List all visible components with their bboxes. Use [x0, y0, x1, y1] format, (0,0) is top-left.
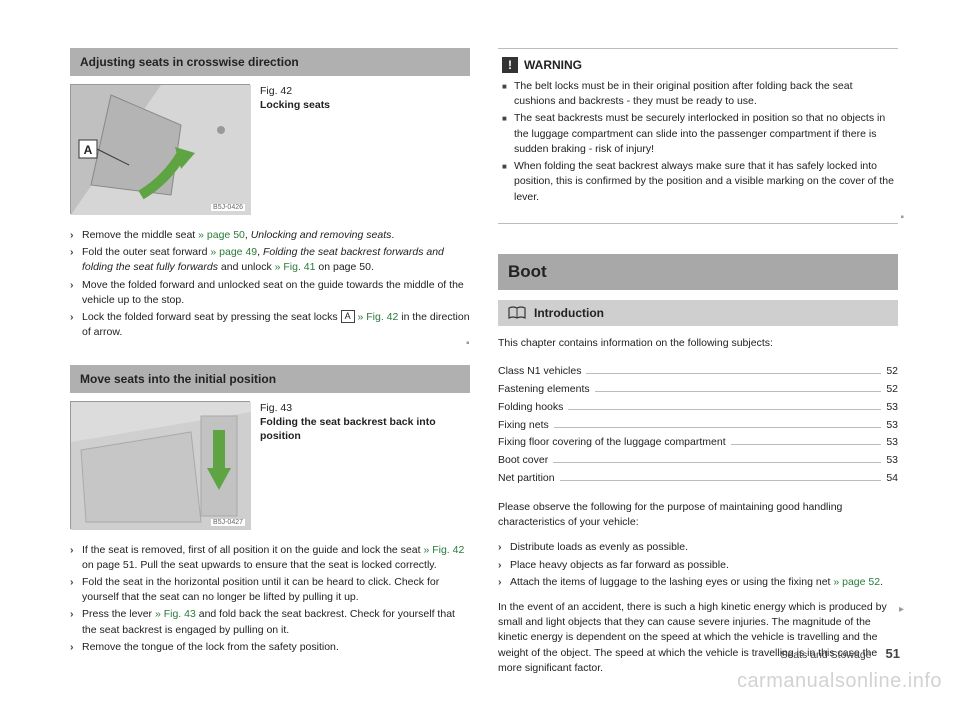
toc-row: Fixing floor covering of the luggage com… — [498, 434, 898, 452]
toc-row: Folding hooks53 — [498, 399, 898, 417]
figure-42-image: A B5J-0426 — [70, 84, 250, 214]
figure-42: A B5J-0426 Fig. 42 Locking seats — [70, 84, 470, 214]
continuation-arrow-icon: ▸ — [899, 604, 904, 615]
book-icon — [508, 306, 526, 320]
figure-code: B5J-0426 — [211, 204, 245, 211]
boot-heading: Boot — [498, 254, 898, 290]
figure-42-caption: Fig. 42 Locking seats — [260, 84, 330, 214]
footer-page-number: 51 — [886, 646, 900, 661]
list-item: If the seat is removed, first of all pos… — [70, 543, 470, 573]
svg-text:A: A — [84, 143, 93, 157]
introduction-bar: Introduction — [498, 300, 898, 326]
figure-43: B5J-0427 Fig. 43 Folding the seat backre… — [70, 401, 470, 529]
list-item: Remove the middle seat » page 50, Unlock… — [70, 228, 470, 243]
para-observe: Please observe the following for the pur… — [498, 500, 898, 530]
list-item: Lock the folded forward seat by pressing… — [70, 310, 470, 340]
warning-box: ! WARNING The belt locks must be in thei… — [498, 48, 898, 224]
list-item: The belt locks must be in their original… — [502, 79, 894, 109]
toc-row: Class N1 vehicles52 — [498, 363, 898, 381]
list-item: Attach the items of luggage to the lashi… — [498, 575, 898, 590]
list-item: When folding the seat backrest always ma… — [502, 159, 894, 205]
list-item: Fold the seat in the horizontal position… — [70, 575, 470, 605]
continuation-mark-icon: ▪ — [900, 212, 904, 223]
figure-43-caption: Fig. 43 Folding the seat backrest back i… — [260, 401, 470, 529]
list-item: Fold the outer seat forward » page 49, F… — [70, 245, 470, 275]
list-item: Place heavy objects as far forward as po… — [498, 558, 898, 573]
left-column: Adjusting seats in crosswise direction A… — [70, 48, 470, 682]
section-title-adjusting: Adjusting seats in crosswise direction — [70, 48, 470, 76]
list-item: Distribute loads as evenly as possible. — [498, 540, 898, 555]
warning-icon: ! — [502, 57, 518, 73]
figure-43-image: B5J-0427 — [70, 401, 250, 529]
warning-heading: ! WARNING — [502, 57, 894, 73]
handling-list: Distribute loads as evenly as possible. … — [498, 540, 898, 592]
page-footer: Seats and Stowage 51 — [780, 646, 900, 661]
list-item: Press the lever » Fig. 43 and fold back … — [70, 607, 470, 637]
toc-list: Class N1 vehicles52 Fastening elements52… — [498, 363, 898, 488]
watermark: carmanualsonline.info — [737, 670, 942, 693]
right-column: ! WARNING The belt locks must be in thei… — [498, 48, 898, 682]
para-kinetic: In the event of an accident, there is su… — [498, 600, 898, 676]
instruction-list-2: If the seat is removed, first of all pos… — [70, 543, 470, 658]
section-title-move: Move seats into the initial position — [70, 365, 470, 393]
intro-lead: This chapter contains information on the… — [498, 336, 898, 351]
continuation-mark-icon: ▪ — [466, 338, 470, 349]
instruction-list-1: Remove the middle seat » page 50, Unlock… — [70, 228, 470, 343]
warning-list: The belt locks must be in their original… — [502, 79, 894, 205]
toc-row: Fixing nets53 — [498, 417, 898, 435]
toc-row: Fastening elements52 — [498, 381, 898, 399]
toc-row: Net partition54 — [498, 470, 898, 488]
list-item: Remove the tongue of the lock from the s… — [70, 640, 470, 655]
list-item: Move the folded forward and unlocked sea… — [70, 278, 470, 308]
footer-section: Seats and Stowage — [780, 649, 871, 661]
figure-code: B5J-0427 — [211, 519, 245, 526]
toc-row: Boot cover53 — [498, 452, 898, 470]
list-item: The seat backrests must be securely inte… — [502, 111, 894, 157]
